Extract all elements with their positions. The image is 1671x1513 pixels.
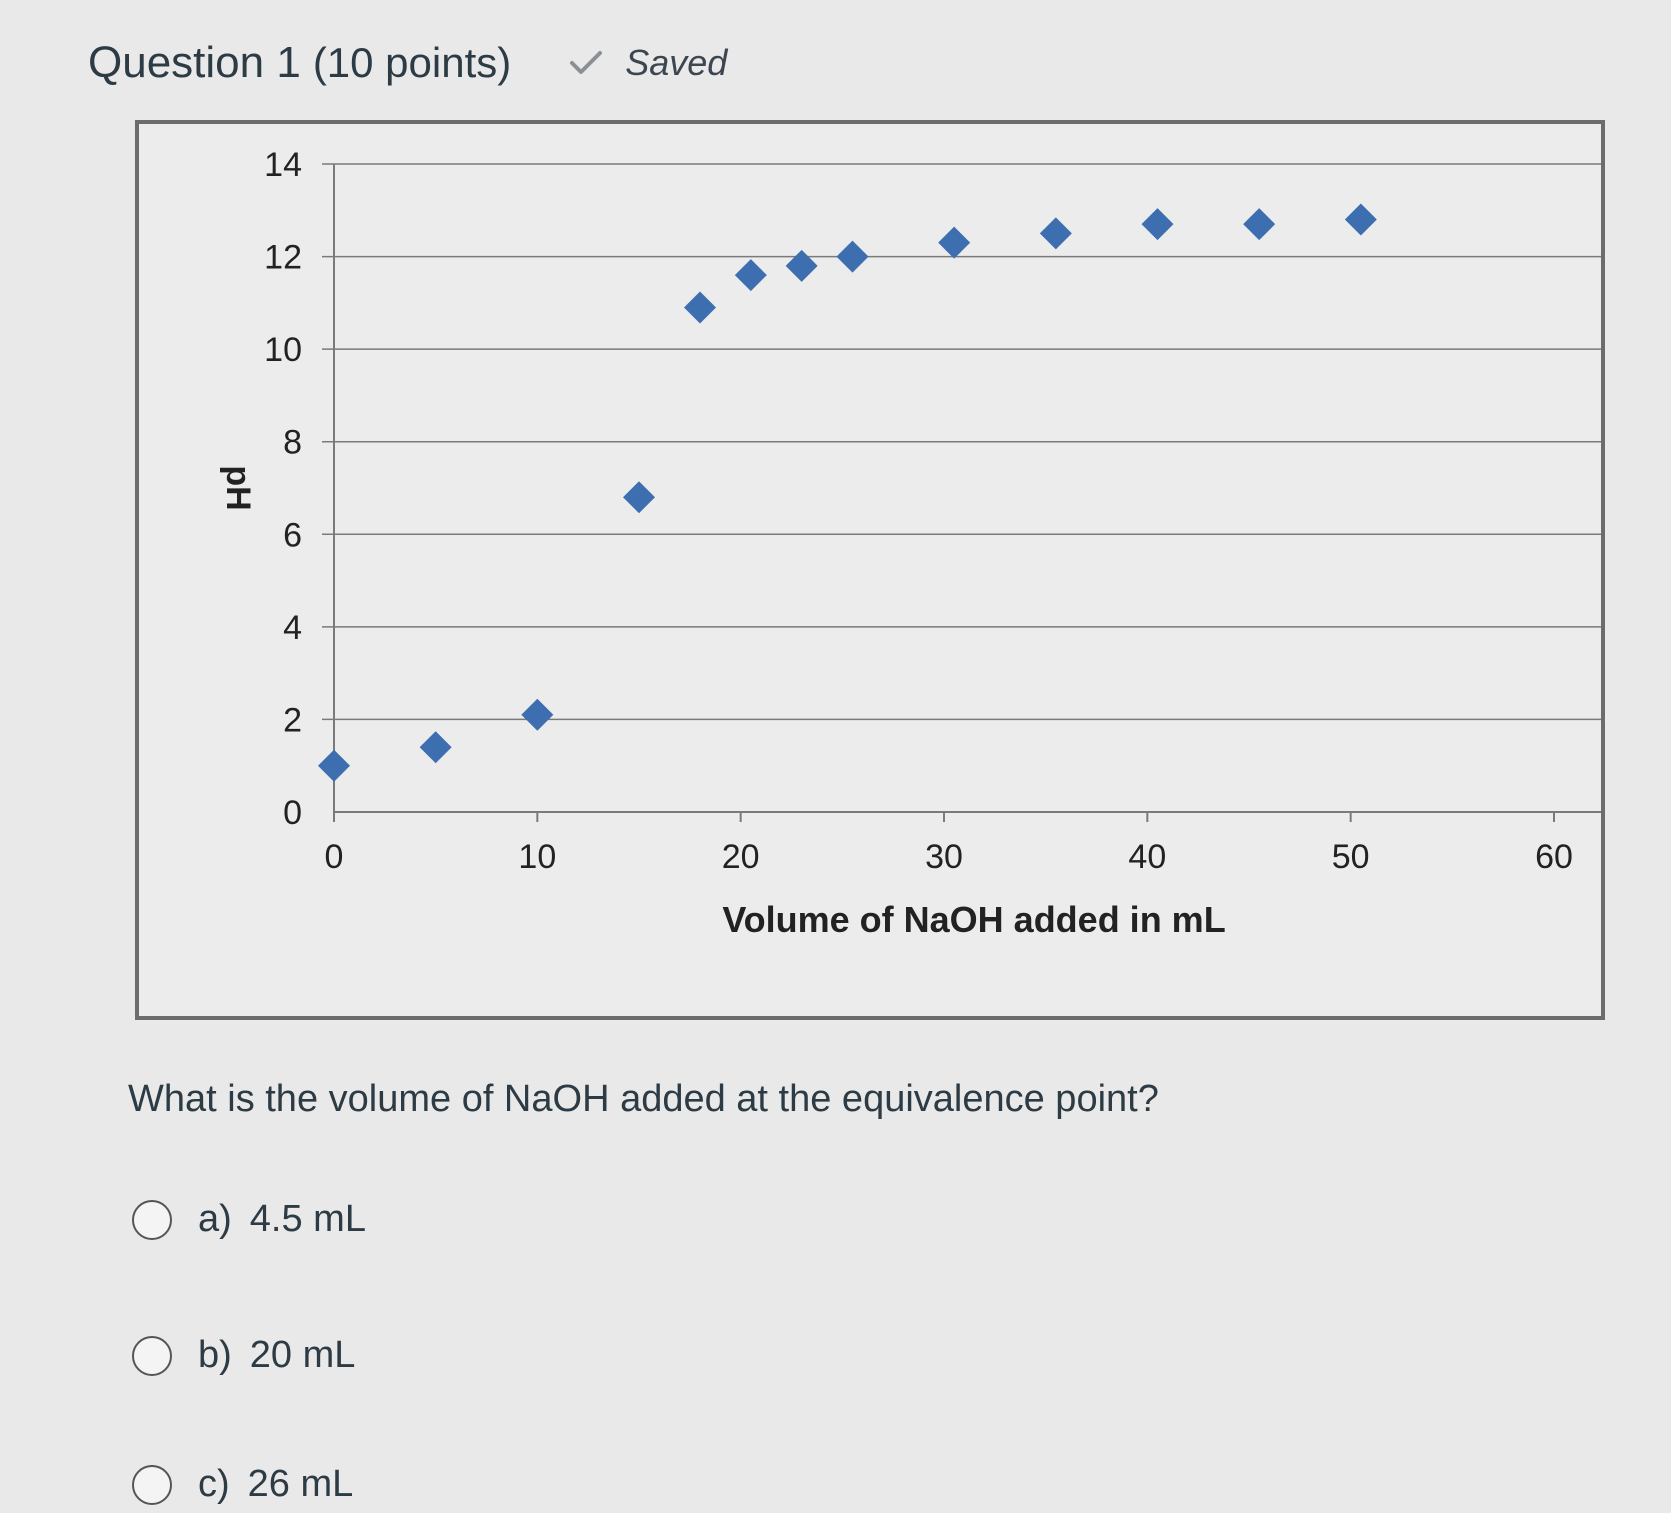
x-tick-label-30: 30 bbox=[925, 838, 963, 876]
x-tick-label-10: 10 bbox=[518, 838, 556, 876]
option-a-text: 4.5 mL bbox=[249, 1198, 366, 1240]
data-point-0 bbox=[318, 749, 350, 782]
option-c[interactable]: c) 26 mL bbox=[132, 1463, 353, 1506]
y-tick-label-0: 0 bbox=[283, 794, 302, 832]
option-a[interactable]: a) 4.5 mL bbox=[132, 1198, 366, 1241]
option-b[interactable]: b) 20 mL bbox=[132, 1334, 355, 1377]
y-tick-label-12: 12 bbox=[264, 239, 302, 277]
y-tick-label-14: 14 bbox=[264, 146, 302, 184]
y-axis-title: pH bbox=[219, 465, 257, 510]
data-point-7 bbox=[836, 240, 869, 273]
option-c-text: 26 mL bbox=[247, 1463, 354, 1505]
x-tick-label-40: 40 bbox=[1128, 838, 1166, 876]
data-point-1 bbox=[419, 731, 452, 764]
radio-c[interactable] bbox=[132, 1464, 172, 1505]
question-header: Question 1 (10 points) Saved bbox=[88, 38, 727, 88]
x-tick-label-20: 20 bbox=[722, 838, 760, 876]
y-tick-label-4: 4 bbox=[283, 609, 302, 647]
x-tick-label-60: 60 bbox=[1535, 838, 1573, 876]
question-prompt: What is the volume of NaOH added at the … bbox=[128, 1078, 1159, 1120]
y-tick-label-10: 10 bbox=[264, 331, 302, 369]
data-point-4 bbox=[684, 291, 716, 324]
titration-chart: 0 2 4 6 8 10 12 14 0 10 20 30 40 50 60 pH Volume of NaOH… bbox=[135, 120, 1605, 1020]
option-b-text: 20 mL bbox=[249, 1334, 356, 1376]
data-point-3 bbox=[623, 481, 655, 514]
data-point-12 bbox=[1344, 203, 1377, 236]
data-point-8 bbox=[938, 226, 971, 259]
saved-status: Saved bbox=[569, 42, 727, 84]
option-b-letter: b) bbox=[198, 1334, 232, 1376]
data-point-10 bbox=[1141, 208, 1174, 241]
data-point-5 bbox=[734, 259, 767, 292]
radio-b[interactable] bbox=[132, 1335, 172, 1376]
radio-a[interactable] bbox=[132, 1199, 172, 1240]
y-tick-label-8: 8 bbox=[283, 424, 302, 462]
option-c-letter: c) bbox=[198, 1463, 230, 1505]
data-point-9 bbox=[1039, 217, 1072, 250]
y-tick-label-6: 6 bbox=[283, 516, 302, 554]
chart-svg: 0 2 4 6 8 10 12 14 0 10 20 30 40 50 60 pH Volume of NaOH… bbox=[219, 146, 1601, 940]
check-icon bbox=[570, 51, 603, 74]
data-point-11 bbox=[1243, 208, 1276, 241]
x-axis-title: Volume of NaOH added in mL bbox=[722, 899, 1225, 940]
y-tick-label-2: 2 bbox=[283, 701, 302, 739]
question-title: Question 1 bbox=[88, 38, 301, 87]
question-points: (10 points) bbox=[312, 39, 512, 86]
x-tick-label-0: 0 bbox=[325, 838, 344, 876]
data-point-2 bbox=[521, 698, 554, 731]
saved-label: Saved bbox=[625, 42, 728, 83]
data-point-6 bbox=[785, 249, 818, 282]
x-tick-label-50: 50 bbox=[1332, 838, 1370, 876]
option-a-letter: a) bbox=[198, 1198, 232, 1240]
